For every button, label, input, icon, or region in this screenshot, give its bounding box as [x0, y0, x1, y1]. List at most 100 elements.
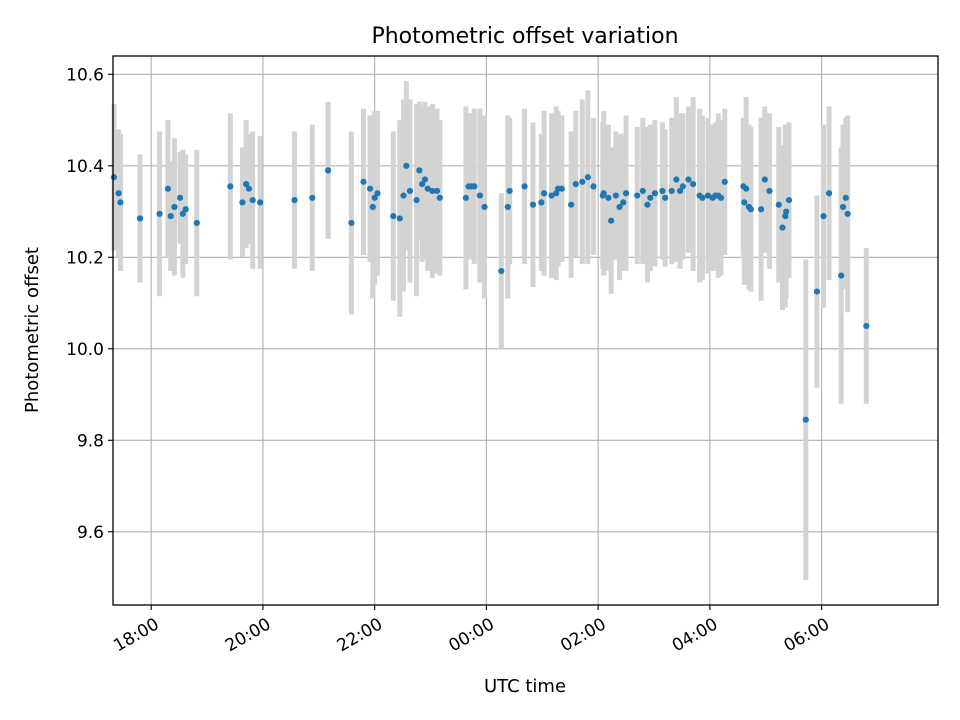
- y-tick-label: 9.8: [77, 431, 104, 451]
- data-point: [424, 185, 431, 192]
- data-point: [548, 192, 555, 199]
- data-point: [647, 194, 654, 201]
- data-point: [176, 194, 184, 201]
- data-point: [721, 178, 728, 185]
- y-tick-label: 10.4: [66, 157, 104, 177]
- data-point: [476, 192, 483, 199]
- data-point: [766, 187, 773, 195]
- data-point: [400, 192, 407, 199]
- data-point: [396, 215, 403, 222]
- data-point: [421, 176, 429, 183]
- data-point: [644, 201, 651, 208]
- data-point: [704, 192, 712, 199]
- data-point: [579, 178, 586, 185]
- data-point: [506, 187, 513, 195]
- data-point: [668, 187, 675, 195]
- data-point: [608, 217, 615, 224]
- data-point: [193, 219, 200, 227]
- data-point: [406, 187, 414, 195]
- data-point: [433, 187, 441, 195]
- data-point: [115, 190, 122, 197]
- data-point: [156, 210, 163, 217]
- y-tick-label: 10.0: [66, 340, 104, 360]
- data-point: [685, 176, 692, 183]
- data-point: [164, 185, 172, 192]
- data-point: [813, 288, 821, 295]
- data-point: [366, 185, 374, 192]
- data-point: [291, 197, 298, 204]
- y-tick-label: 10.6: [66, 65, 104, 85]
- data-point: [348, 219, 355, 227]
- data-point: [612, 192, 619, 199]
- data-point: [757, 206, 765, 213]
- data-point: [249, 197, 256, 204]
- data-point: [572, 181, 579, 188]
- data-point: [541, 190, 548, 197]
- data-point: [416, 167, 423, 174]
- data-point: [825, 190, 833, 197]
- data-point: [662, 194, 669, 201]
- data-point: [634, 192, 641, 199]
- data-point: [369, 203, 376, 211]
- data-point: [529, 201, 537, 208]
- data-point: [171, 203, 178, 211]
- data-point: [179, 210, 186, 217]
- data-point: [605, 194, 612, 201]
- data-point: [360, 178, 367, 185]
- y-axis-label: Photometric offset: [22, 247, 43, 413]
- data-point: [779, 224, 786, 231]
- data-point: [538, 199, 545, 206]
- x-axis-label: UTC time: [484, 676, 566, 697]
- data-point: [761, 176, 768, 183]
- data-point: [863, 322, 870, 330]
- data-point: [741, 199, 748, 206]
- data-point: [651, 190, 659, 197]
- data-point: [429, 187, 436, 195]
- data-point: [659, 187, 666, 195]
- data-point: [590, 183, 597, 190]
- plot-area-frame: [112, 55, 939, 606]
- y-tick-label: 10.2: [66, 248, 104, 268]
- data-point: [558, 185, 565, 192]
- data-point: [747, 206, 754, 213]
- data-point: [239, 199, 246, 206]
- data-points: [110, 162, 870, 423]
- data-point: [471, 183, 478, 190]
- chart-title: Photometric offset variation: [371, 24, 678, 49]
- data-point: [690, 181, 697, 188]
- data-point: [679, 183, 686, 190]
- data-point: [324, 167, 332, 174]
- data-point: [371, 194, 378, 201]
- data-point: [620, 199, 627, 206]
- data-point: [521, 183, 528, 190]
- data-point: [673, 176, 680, 183]
- data-point: [390, 213, 397, 220]
- data-point: [227, 183, 234, 190]
- data-point: [639, 187, 646, 195]
- data-point: [743, 185, 750, 192]
- data-point: [110, 174, 118, 181]
- data-point: [775, 201, 782, 208]
- data-point: [504, 203, 511, 211]
- data-point: [245, 185, 253, 192]
- data-point: [117, 199, 124, 206]
- y-axis-ticks: 9.6 9.8 10.0 10.2 10.4 10.6: [66, 65, 113, 543]
- data-point: [785, 197, 793, 204]
- data-point: [622, 190, 630, 197]
- data-point: [676, 187, 684, 195]
- data-point: [243, 181, 250, 188]
- data-point: [842, 194, 849, 201]
- data-point: [783, 208, 790, 215]
- data-point: [309, 194, 316, 201]
- data-point: [436, 194, 443, 201]
- data-point: [699, 194, 706, 201]
- data-point: [802, 416, 809, 423]
- data-point: [600, 190, 607, 197]
- data-point: [616, 203, 623, 211]
- data-point: [167, 213, 174, 220]
- data-point: [481, 203, 488, 211]
- data-point: [838, 272, 845, 279]
- data-point: [717, 194, 725, 201]
- data-point: [844, 210, 851, 217]
